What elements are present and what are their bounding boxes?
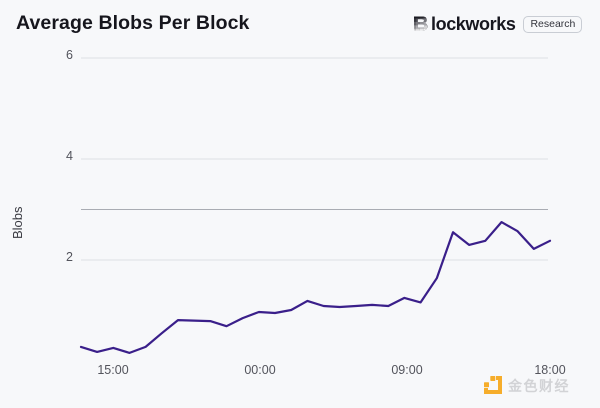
svg-text:6: 6 bbox=[66, 48, 73, 62]
svg-text:15:00: 15:00 bbox=[97, 363, 128, 377]
svg-text:4: 4 bbox=[66, 149, 73, 163]
svg-text:09:00: 09:00 bbox=[391, 363, 422, 377]
svg-text:2: 2 bbox=[66, 250, 73, 264]
svg-text:00:00: 00:00 bbox=[244, 363, 275, 377]
